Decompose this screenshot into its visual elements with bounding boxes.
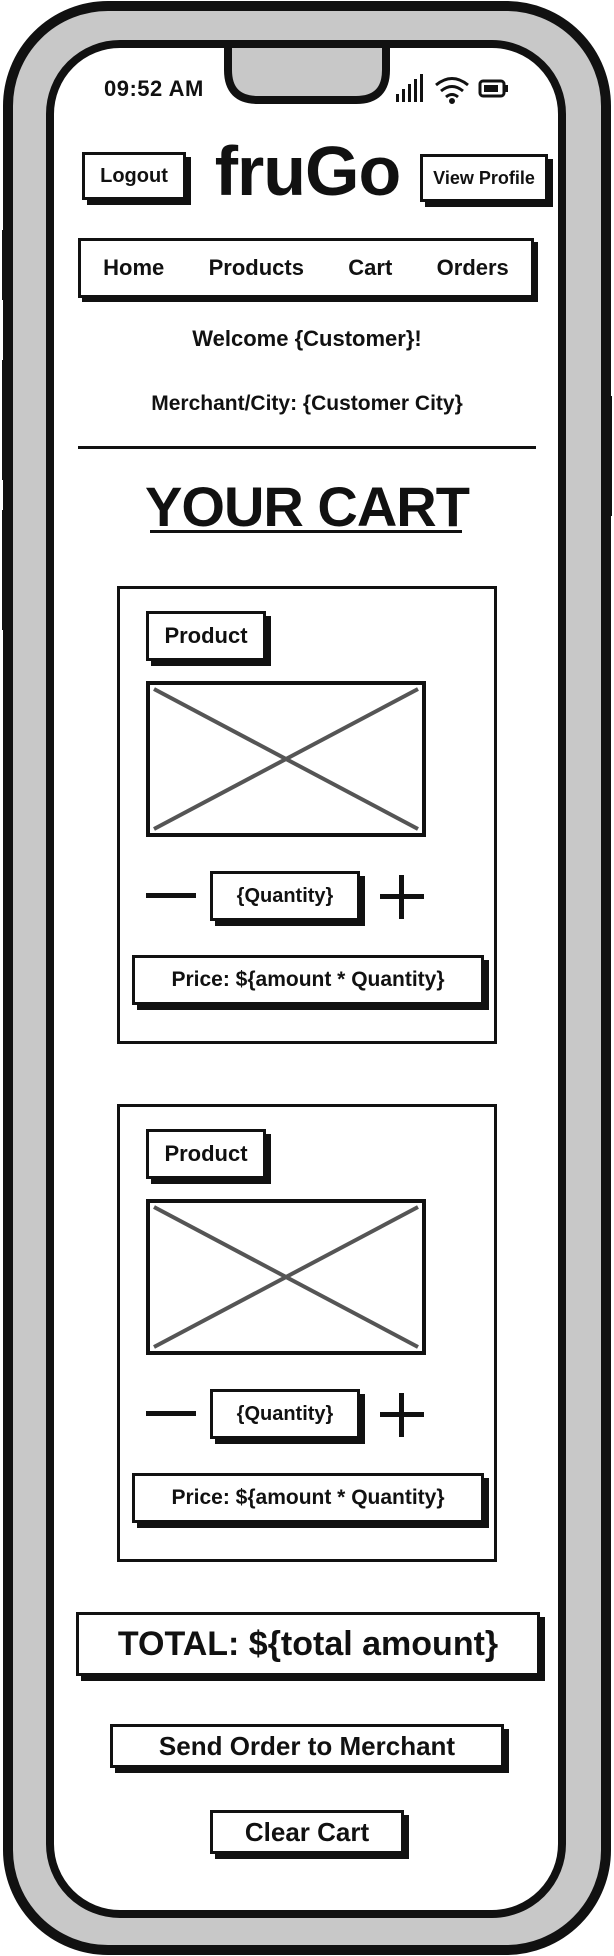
quantity-field[interactable]: {Quantity} [210, 871, 360, 921]
view-profile-label: View Profile [433, 167, 535, 188]
price-value: Price: ${amount * Quantity} [171, 968, 445, 991]
welcome-text: Welcome {Customer}! [192, 326, 422, 351]
nav-orders[interactable]: Orders [436, 255, 509, 280]
send-order-label: Send Order to Merchant [158, 1730, 456, 1761]
quantity-value: {Quantity} [236, 1402, 334, 1425]
merchant-city-text: Merchant/City: {Customer City} [151, 392, 463, 415]
status-icons [396, 74, 508, 104]
product-label-box: Product [146, 1129, 266, 1179]
price-value: Price: ${amount * Quantity} [171, 1486, 445, 1509]
nav-cart[interactable]: Cart [348, 255, 393, 280]
battery-icon [478, 79, 508, 98]
cart-item-card: Product {Quantity} Price: ${amount * Qua… [117, 1104, 497, 1562]
clear-cart-button[interactable]: Clear Cart [210, 1810, 404, 1854]
page-title: YOUR CART [145, 475, 470, 538]
cart-total-text: TOTAL: ${total amount} [117, 1624, 499, 1663]
logout-label: Logout [100, 164, 168, 187]
image-placeholder-icon [153, 687, 419, 831]
quantity-value: {Quantity} [236, 884, 334, 907]
status-time: 09:52 AM [104, 76, 204, 101]
product-label: Product [164, 1141, 248, 1166]
divider [78, 446, 536, 449]
clear-cart-label: Clear Cart [244, 1816, 370, 1847]
product-label: Product [164, 623, 248, 648]
price-box: Price: ${amount * Quantity} [132, 1473, 484, 1523]
cart-total: TOTAL: ${total amount} [76, 1612, 540, 1676]
product-image-placeholder [146, 681, 426, 837]
image-placeholder-icon [153, 1205, 419, 1349]
view-profile-button[interactable]: View Profile [420, 154, 548, 202]
decrease-quantity-button[interactable] [146, 1411, 196, 1416]
nav-products[interactable]: Products [208, 255, 304, 280]
price-box: Price: ${amount * Quantity} [132, 955, 484, 1005]
wifi-icon [435, 77, 469, 104]
increase-quantity-button[interactable] [380, 1393, 424, 1437]
main-nav: Home Products Cart Orders [78, 238, 534, 298]
nav-home[interactable]: Home [103, 255, 165, 280]
decrease-quantity-button[interactable] [146, 893, 196, 898]
increase-quantity-button[interactable] [380, 875, 424, 919]
product-image-placeholder [146, 1199, 426, 1355]
title-underline [150, 530, 462, 533]
signal-icon [396, 74, 423, 102]
logout-button[interactable]: Logout [82, 152, 186, 200]
product-label-box: Product [146, 611, 266, 661]
send-order-button[interactable]: Send Order to Merchant [110, 1724, 504, 1768]
cart-item-card: Product {Quantity} Price: ${amount * Qua… [117, 586, 497, 1044]
quantity-field[interactable]: {Quantity} [210, 1389, 360, 1439]
app-logo: fruGo [214, 132, 402, 210]
